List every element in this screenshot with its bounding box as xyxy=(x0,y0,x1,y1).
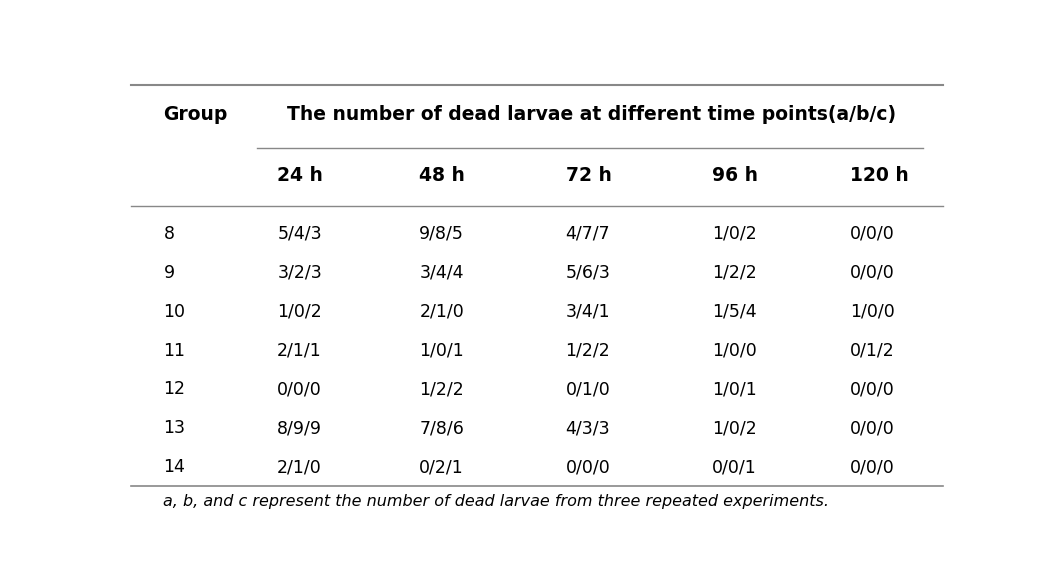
Text: 4/7/7: 4/7/7 xyxy=(566,225,610,243)
Text: 3/4/4: 3/4/4 xyxy=(419,264,464,282)
Text: 7/8/6: 7/8/6 xyxy=(419,419,464,437)
Text: 0/0/0: 0/0/0 xyxy=(850,264,895,282)
Text: 48 h: 48 h xyxy=(419,166,465,186)
Text: 3/2/3: 3/2/3 xyxy=(277,264,322,282)
Text: 1/0/0: 1/0/0 xyxy=(850,303,895,321)
Text: 1/2/2: 1/2/2 xyxy=(712,264,757,282)
Text: 1/2/2: 1/2/2 xyxy=(419,380,464,398)
Text: 0/0/0: 0/0/0 xyxy=(850,419,895,437)
Text: 0/0/0: 0/0/0 xyxy=(850,225,895,243)
Text: 10: 10 xyxy=(163,303,185,321)
Text: 1/0/1: 1/0/1 xyxy=(712,380,757,398)
Text: a, b, and c represent the number of dead larvae from three repeated experiments.: a, b, and c represent the number of dead… xyxy=(163,494,829,509)
Text: 1/0/2: 1/0/2 xyxy=(277,303,322,321)
Text: 5/6/3: 5/6/3 xyxy=(566,264,610,282)
Text: 8: 8 xyxy=(163,225,174,243)
Text: 11: 11 xyxy=(163,342,185,360)
Text: 1/2/2: 1/2/2 xyxy=(566,342,610,360)
Text: 96 h: 96 h xyxy=(712,166,758,186)
Text: 0/0/0: 0/0/0 xyxy=(850,380,895,398)
Text: 0/1/0: 0/1/0 xyxy=(566,380,610,398)
Text: 12: 12 xyxy=(163,380,185,398)
Text: 3/4/1: 3/4/1 xyxy=(566,303,610,321)
Text: 2/1/1: 2/1/1 xyxy=(277,342,322,360)
Text: 9: 9 xyxy=(163,264,175,282)
Text: 4/3/3: 4/3/3 xyxy=(566,419,610,437)
Text: 9/8/5: 9/8/5 xyxy=(419,225,464,243)
Text: 8/9/9: 8/9/9 xyxy=(277,419,322,437)
Text: 14: 14 xyxy=(163,458,185,476)
Text: 0/1/2: 0/1/2 xyxy=(850,342,895,360)
Text: 2/1/0: 2/1/0 xyxy=(419,303,464,321)
Text: 72 h: 72 h xyxy=(566,166,611,186)
Text: 1/0/1: 1/0/1 xyxy=(419,342,464,360)
Text: 24 h: 24 h xyxy=(277,166,323,186)
Text: 1/5/4: 1/5/4 xyxy=(712,303,757,321)
Text: 120 h: 120 h xyxy=(850,166,909,186)
Text: 1/0/2: 1/0/2 xyxy=(712,225,757,243)
Text: 0/2/1: 0/2/1 xyxy=(419,458,464,476)
Text: 0/0/1: 0/0/1 xyxy=(712,458,757,476)
Text: 0/0/0: 0/0/0 xyxy=(277,380,322,398)
Text: The number of dead larvae at different time points(a/b/c): The number of dead larvae at different t… xyxy=(287,105,896,124)
Text: Group: Group xyxy=(163,105,227,124)
Text: 2/1/0: 2/1/0 xyxy=(277,458,322,476)
Text: 5/4/3: 5/4/3 xyxy=(277,225,322,243)
Text: 1/0/2: 1/0/2 xyxy=(712,419,757,437)
Text: 1/0/0: 1/0/0 xyxy=(712,342,757,360)
Text: 13: 13 xyxy=(163,419,185,437)
Text: 0/0/0: 0/0/0 xyxy=(566,458,610,476)
Text: 0/0/0: 0/0/0 xyxy=(850,458,895,476)
